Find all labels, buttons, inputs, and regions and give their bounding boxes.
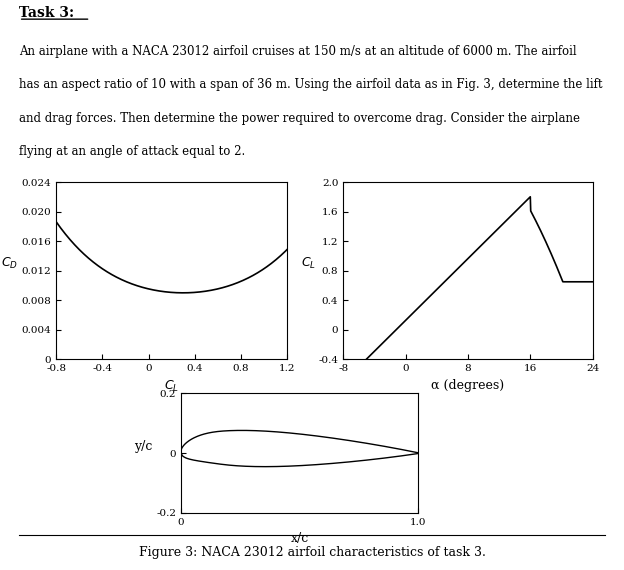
Y-axis label: y/c: y/c xyxy=(134,440,152,453)
Text: Figure 3: NACA 23012 airfoil characteristics of task 3.: Figure 3: NACA 23012 airfoil characteris… xyxy=(139,545,485,559)
Y-axis label: $C_D$: $C_D$ xyxy=(1,256,19,271)
Y-axis label: $C_L$: $C_L$ xyxy=(301,256,316,271)
Text: and drag forces. Then determine the power required to overcome drag. Consider th: and drag forces. Then determine the powe… xyxy=(19,112,580,125)
Text: has an aspect ratio of 10 with a span of 36 m. Using the airfoil data as in Fig.: has an aspect ratio of 10 with a span of… xyxy=(19,78,602,91)
Text: Task 3:: Task 3: xyxy=(19,6,74,21)
X-axis label: x/c: x/c xyxy=(290,532,309,545)
Text: An airplane with a NACA 23012 airfoil cruises at 150 m/s at an altitude of 6000 : An airplane with a NACA 23012 airfoil cr… xyxy=(19,44,577,58)
X-axis label: $C_L$: $C_L$ xyxy=(164,378,179,394)
Text: flying at an angle of attack equal to 2.: flying at an angle of attack equal to 2. xyxy=(19,145,245,158)
X-axis label: α (degrees): α (degrees) xyxy=(431,378,505,392)
